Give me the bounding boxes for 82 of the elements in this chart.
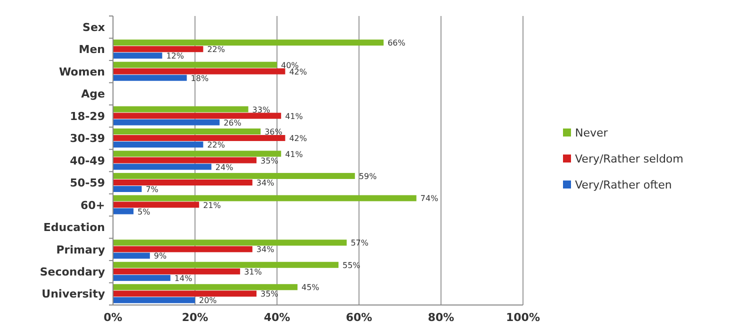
bar bbox=[113, 112, 282, 119]
bar bbox=[113, 40, 384, 46]
data-label: 34% bbox=[256, 178, 275, 188]
bar bbox=[113, 186, 142, 192]
data-label: 41% bbox=[285, 150, 304, 159]
y-tick-label: 40-49 bbox=[70, 154, 105, 168]
legend-label: Very/Rather seldom bbox=[575, 152, 684, 166]
bar bbox=[113, 262, 338, 268]
bar bbox=[113, 135, 286, 142]
bar bbox=[113, 195, 416, 202]
data-label: 40% bbox=[281, 60, 300, 70]
data-label: 20% bbox=[199, 296, 218, 306]
bar bbox=[113, 128, 261, 135]
data-label: 7% bbox=[146, 185, 159, 194]
bar bbox=[113, 46, 204, 52]
data-label: 59% bbox=[358, 172, 378, 182]
data-label: 5% bbox=[138, 207, 151, 216]
y-tick-label: 60+ bbox=[80, 198, 105, 212]
data-label: 26% bbox=[224, 118, 242, 128]
bar bbox=[113, 150, 282, 157]
data-label: 18% bbox=[190, 74, 209, 83]
bar bbox=[113, 106, 248, 112]
bar bbox=[113, 142, 204, 148]
data-label: 57% bbox=[350, 238, 369, 248]
bar bbox=[113, 246, 252, 252]
bar bbox=[113, 208, 134, 214]
data-label: 24% bbox=[215, 162, 234, 172]
y-tick-label: University bbox=[42, 288, 105, 301]
data-label: 12% bbox=[166, 52, 184, 61]
data-label: 42% bbox=[289, 67, 308, 76]
data-label: 35% bbox=[260, 290, 279, 299]
y-tick-label: Primary bbox=[56, 243, 105, 256]
data-label: 21% bbox=[203, 200, 222, 210]
data-label: 31% bbox=[244, 267, 262, 276]
bar bbox=[113, 179, 252, 186]
data-label: 22% bbox=[207, 140, 226, 150]
bar bbox=[113, 119, 220, 126]
data-label: 35% bbox=[260, 156, 279, 166]
data-label: 66% bbox=[388, 38, 406, 48]
bar bbox=[113, 68, 286, 74]
x-tick-label: 60% bbox=[346, 311, 372, 324]
bar bbox=[113, 172, 355, 179]
bar bbox=[113, 268, 240, 274]
data-label: 22% bbox=[207, 45, 226, 54]
bar bbox=[113, 240, 347, 246]
y-tick-label: 30-39 bbox=[70, 132, 105, 146]
data-label: 14% bbox=[174, 274, 193, 283]
legend-label: Very/Rather often bbox=[575, 178, 672, 192]
y-tick-label: Women bbox=[58, 65, 105, 78]
bar bbox=[113, 62, 277, 68]
data-label: 41% bbox=[285, 112, 304, 121]
legend-label: Never bbox=[575, 126, 608, 140]
bar bbox=[113, 284, 298, 290]
bar bbox=[113, 74, 187, 81]
bar bbox=[113, 202, 200, 208]
bar bbox=[113, 164, 212, 170]
x-tick-label: 80% bbox=[428, 311, 454, 324]
data-label: 9% bbox=[154, 252, 167, 261]
x-tick-label: 20% bbox=[182, 311, 208, 324]
y-tick-label: 18-29 bbox=[70, 110, 105, 123]
bar bbox=[113, 274, 170, 281]
data-label: 33% bbox=[252, 105, 270, 114]
data-label: 74% bbox=[420, 194, 439, 204]
y-tick-label: Sex bbox=[82, 20, 105, 34]
x-tick-label: 40% bbox=[264, 311, 290, 324]
data-label: 55% bbox=[342, 260, 361, 270]
bar bbox=[113, 52, 162, 59]
bar bbox=[113, 290, 256, 297]
x-tick-label: 0% bbox=[104, 311, 122, 324]
bar bbox=[113, 252, 150, 259]
y-tick-label: 50-59 bbox=[70, 176, 105, 190]
data-label: 42% bbox=[289, 134, 308, 144]
data-label: 45% bbox=[302, 283, 320, 292]
bar bbox=[113, 297, 195, 304]
y-tick-label: Men bbox=[78, 43, 105, 56]
data-label: 36% bbox=[264, 128, 283, 137]
data-label: 34% bbox=[256, 245, 275, 254]
x-tick-label: 100% bbox=[506, 311, 540, 324]
y-tick-label: Secondary bbox=[40, 266, 105, 279]
y-tick-label: Age bbox=[81, 88, 105, 101]
bar bbox=[113, 157, 256, 164]
y-tick-label: Education bbox=[43, 221, 105, 234]
